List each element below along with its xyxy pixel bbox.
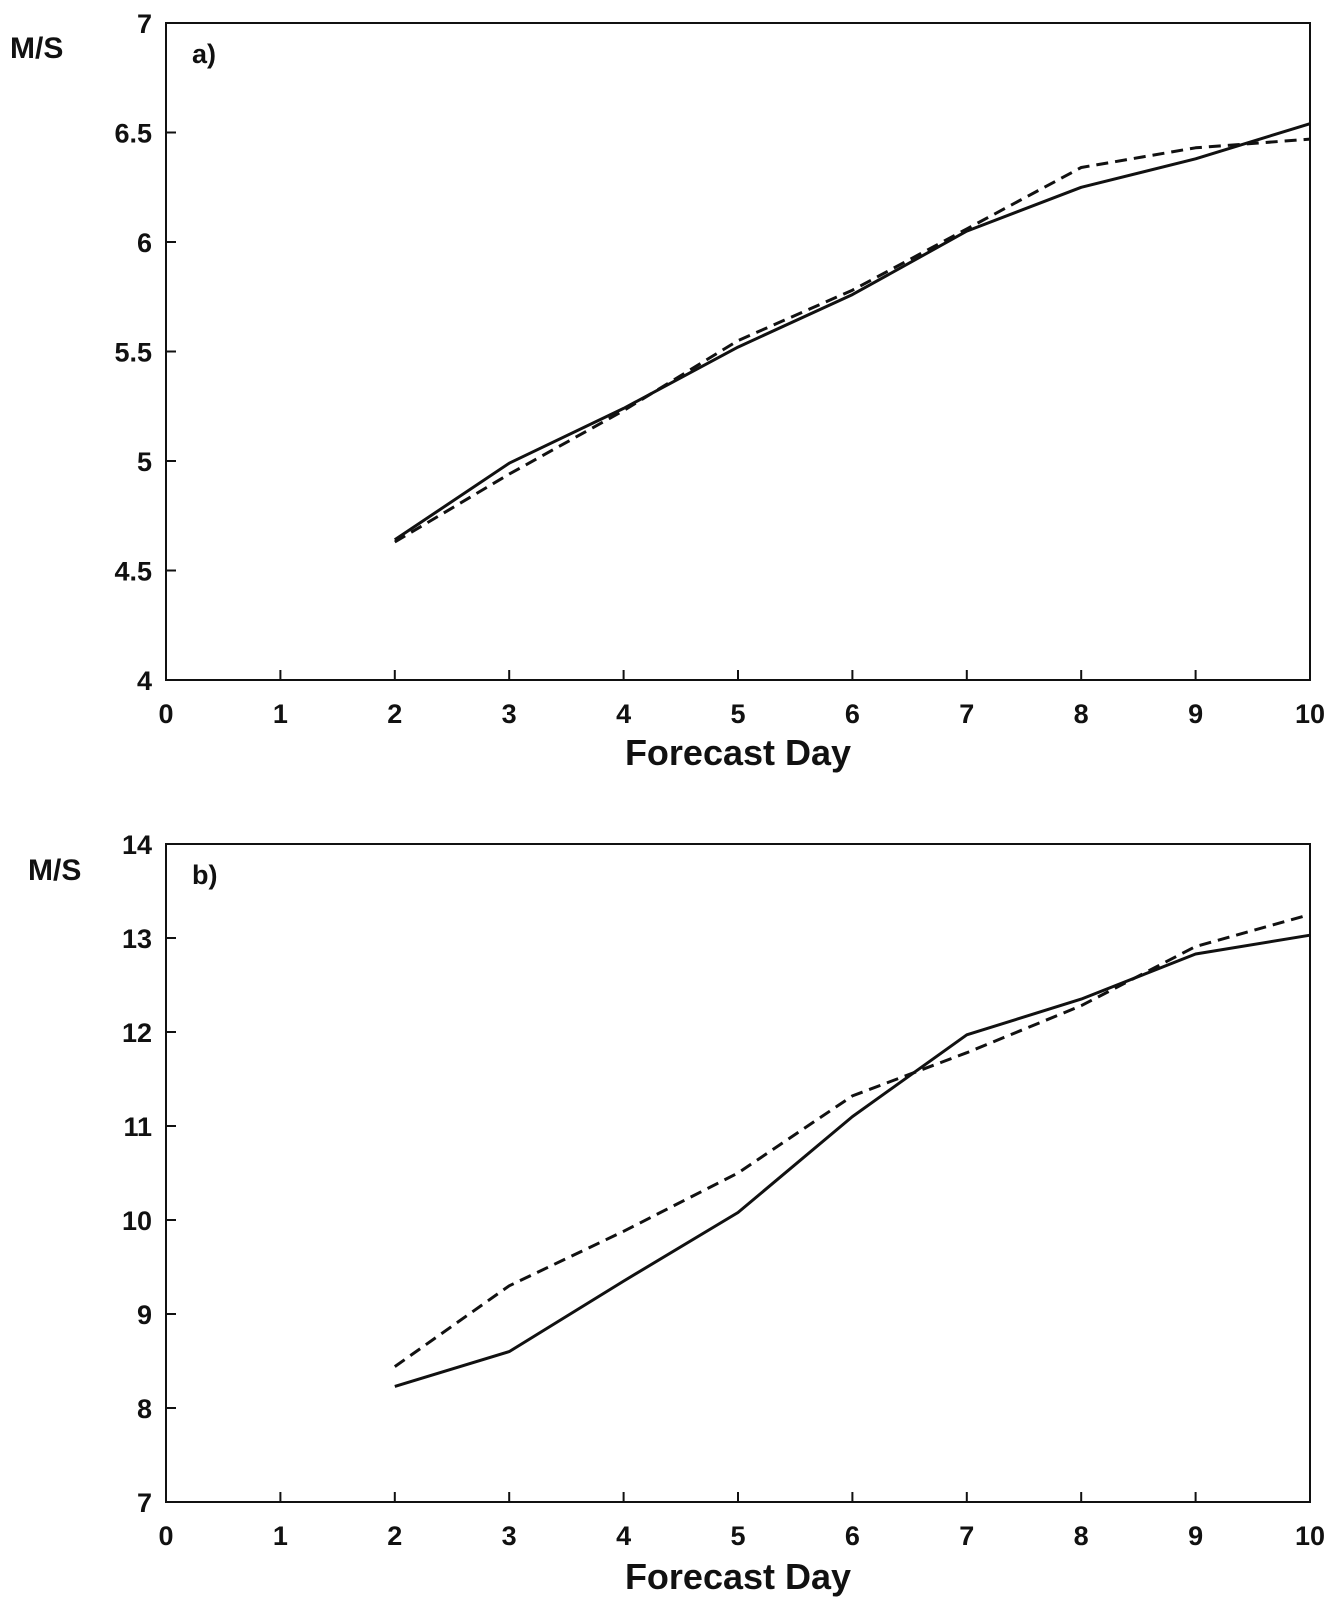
x-axis-title: Forecast Day (625, 732, 851, 773)
y-tick-label: 5.5 (114, 338, 152, 368)
y-tick-label: 7 (137, 1488, 152, 1518)
y-tick-label: 7 (137, 9, 152, 39)
x-tick-label: 7 (959, 1521, 974, 1551)
y-tick-label: 4 (137, 666, 152, 696)
plot-frame (165, 843, 1311, 1503)
y-tick-label: 8 (137, 1394, 152, 1424)
panel-a: 0 1 2 3 4 5 6 7 8 9 10 4 4.5 5 5.5 6 6.5 7 M/S a) Forecast D… (10, 9, 1325, 773)
y-tick-label: 9 (137, 1300, 152, 1330)
series-dashed-line (393, 913, 1311, 1368)
y-tick-label: 12 (122, 1018, 152, 1048)
x-tick-label: 10 (1295, 1521, 1325, 1551)
x-tick-label: 7 (959, 699, 974, 729)
y-tick-label: 4.5 (114, 557, 152, 587)
x-tick-label: 9 (1188, 1521, 1203, 1551)
x-tick-label: 6 (845, 699, 860, 729)
x-axis-title: Forecast Day (625, 1556, 851, 1597)
panel-label: b) (192, 860, 217, 890)
y-tick-label: 10 (122, 1206, 152, 1236)
x-tick-label: 2 (387, 1521, 402, 1551)
y-tick-label: 14 (122, 830, 152, 860)
series-solid-line (394, 933, 1311, 1388)
y-axis-label: M/S (10, 32, 63, 65)
x-tick-label: 8 (1074, 699, 1089, 729)
y-tick-label: 5 (137, 447, 152, 477)
x-tick-label: 0 (158, 1521, 173, 1551)
x-tick-label: 1 (273, 699, 288, 729)
x-tick-label: 0 (158, 699, 173, 729)
series-dashed-line (394, 137, 1311, 544)
y-tick-label: 6.5 (114, 119, 152, 149)
x-tick-label: 1 (273, 1521, 288, 1551)
panel-label: a) (192, 39, 216, 69)
x-tick-label: 8 (1074, 1521, 1089, 1551)
x-tick-label: 4 (616, 699, 631, 729)
x-tick-label: 9 (1188, 699, 1203, 729)
x-tick-label: 6 (845, 1521, 860, 1551)
x-tick-label: 4 (616, 1521, 631, 1551)
plot-frame (165, 22, 1311, 681)
y-tick-label: 11 (123, 1112, 152, 1142)
x-tick-label: 3 (502, 1521, 517, 1551)
x-tick-label: 3 (502, 699, 517, 729)
x-tick-label: 10 (1295, 699, 1325, 729)
x-tick-label: 5 (730, 699, 745, 729)
x-tick-label: 5 (730, 1521, 745, 1551)
y-axis-label: M/S (28, 854, 81, 887)
y-tick-label: 6 (137, 228, 152, 258)
x-tick-label: 2 (387, 699, 402, 729)
series-solid-line (393, 122, 1311, 542)
y-tick-label: 13 (122, 924, 152, 954)
